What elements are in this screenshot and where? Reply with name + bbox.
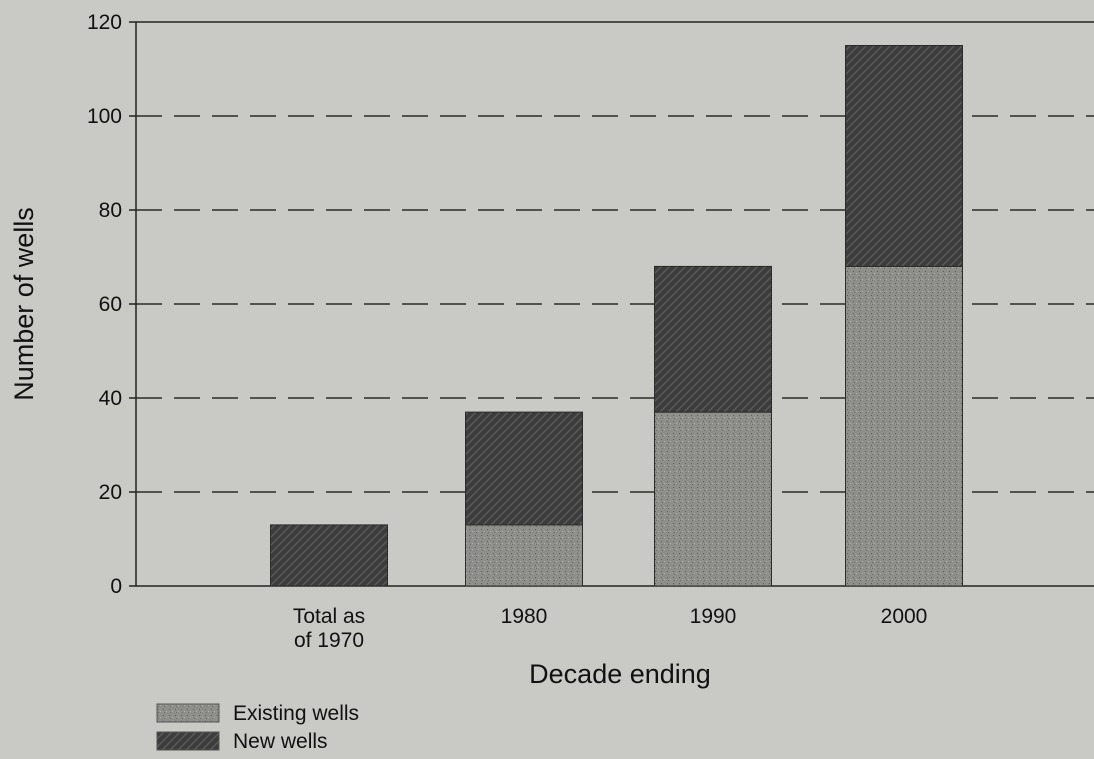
- bar-new-wells: [270, 524, 388, 587]
- legend-swatch-existing-wells: [156, 703, 220, 723]
- y-axis-title: Number of wells: [9, 207, 39, 401]
- bar-new-wells: [465, 411, 583, 526]
- y-tick-label: 20: [99, 481, 122, 504]
- bar-existing-wells: [654, 411, 772, 587]
- x-axis-title: Decade ending: [529, 659, 711, 689]
- legend-swatch-new-wells: [156, 731, 220, 751]
- x-axis-ticks: Total as of 1970 1980 1990 2000: [293, 605, 928, 652]
- bar-new-wells: [654, 265, 772, 413]
- x-tick-label: 1980: [501, 605, 548, 628]
- y-axis-ticks: 0 20 40 60 80 100 120: [87, 11, 136, 598]
- bar-existing-wells: [465, 524, 583, 587]
- legend-label-existing-wells: Existing wells: [233, 702, 359, 725]
- y-tick-label: 0: [110, 575, 122, 598]
- y-tick-label: 60: [99, 293, 122, 316]
- y-tick-label: 120: [87, 11, 122, 34]
- x-tick-label: 2000: [881, 605, 928, 628]
- x-tick-label: 1990: [690, 605, 737, 628]
- bars: [270, 45, 963, 587]
- bar-new-wells: [845, 45, 963, 267]
- y-tick-label: 80: [99, 199, 122, 222]
- legend: Existing wells New wells: [156, 702, 359, 753]
- x-tick-label: Total as of 1970: [293, 605, 365, 652]
- bar-existing-wells: [845, 265, 963, 587]
- y-tick-label: 100: [87, 105, 122, 128]
- y-tick-label: 40: [99, 387, 122, 410]
- legend-label-new-wells: New wells: [233, 730, 328, 753]
